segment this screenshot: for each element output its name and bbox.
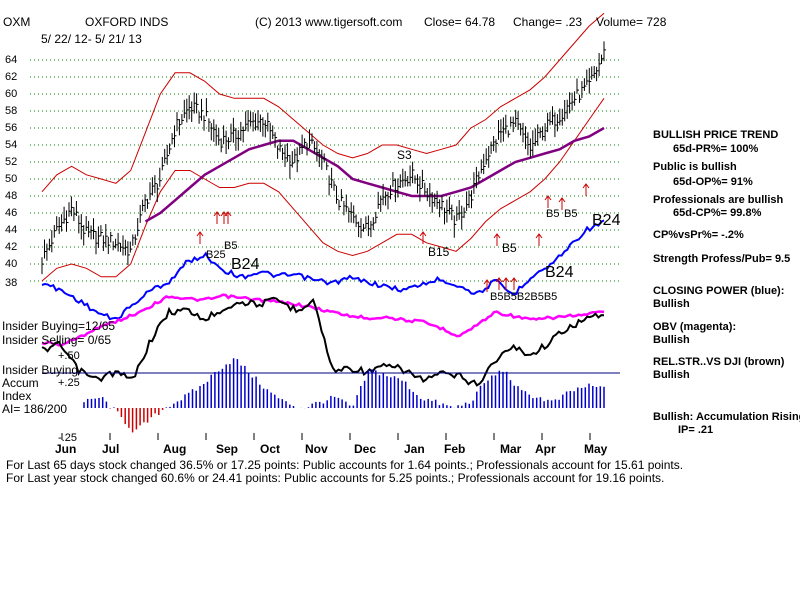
month-label: Jun: [55, 442, 77, 456]
price-bars: [41, 41, 606, 275]
closing-power-label: CLOSING POWER (blue):: [653, 285, 785, 297]
footer-line-65d: For Last 65 days stock changed 36.5% or …: [6, 458, 684, 472]
insider-buying-label: Insider Buying: [2, 363, 79, 377]
signal-arrow-head: [213, 211, 221, 217]
accumulation-price-line: [41, 296, 605, 387]
price-tick: 58: [5, 105, 18, 117]
plus50-label: +.50: [58, 350, 80, 362]
month-label: Aug: [163, 442, 187, 456]
price-tick: 56: [5, 122, 18, 134]
month-label: Apr: [535, 442, 556, 456]
month-label: Mar: [500, 442, 522, 456]
price-tick: 62: [5, 71, 18, 83]
footer-line-year: For Last year stock changed 60.6% or 24.…: [6, 471, 665, 485]
insider-selling-count: Insider Selling= 0/65: [2, 333, 112, 347]
price-tick: 52: [5, 156, 18, 168]
public-status: Public is bullish: [653, 161, 737, 173]
relstr-state: Bullish: [653, 369, 690, 381]
price-tick: 50: [5, 173, 18, 185]
plus25-label: +.25: [58, 377, 80, 389]
obv-label: OBV (magenta):: [653, 321, 737, 333]
signal-arrow-head: [535, 233, 543, 239]
strength-value: Strength Profess/Pub= 9.5: [653, 253, 791, 265]
signal-arrow-head: [502, 277, 510, 283]
accum-label: Accum: [2, 376, 39, 390]
signal-b24-may: B24: [592, 212, 621, 229]
accum-status: Bullish: Accumulation Rising: [653, 411, 800, 423]
month-label: Dec: [354, 442, 377, 456]
signal-arrow-head: [196, 231, 204, 237]
price-tick: 40: [5, 258, 18, 270]
signal-arrow-head: [493, 233, 501, 239]
signal-b25: B25: [206, 249, 226, 261]
price-tick: 64: [5, 54, 18, 66]
signal-b24-sep: B24: [231, 256, 260, 273]
price-tick: 42: [5, 241, 18, 253]
bollinger-bands: [41, 12, 605, 282]
signal-mar-cluster: B5B5B2B5B5: [490, 291, 558, 303]
obv-line: [41, 293, 605, 347]
closing-power-line: [41, 219, 605, 321]
moving-average-line: [144, 126, 605, 223]
copyright-label: (C) 2013 www.tigersoft.com: [255, 15, 403, 29]
cp-value: 65d-CP%= 99.8%: [673, 207, 762, 219]
price-tick: 46: [5, 207, 18, 219]
minus25-label: -.25: [58, 432, 77, 444]
volume-label: Volume= 728: [596, 15, 667, 29]
signal-b24-apr: B24: [545, 264, 574, 281]
price-tick: 60: [5, 88, 18, 100]
signal-b15: B15: [428, 245, 450, 259]
price-tick: 54: [5, 139, 18, 151]
pr-value: 65d-PR%= 100%: [673, 143, 759, 155]
index-label: Index: [2, 389, 32, 403]
signal-s3: S3: [397, 148, 412, 162]
ai-label: AI= 186/200: [2, 402, 68, 416]
ticker-label: OXM: [3, 15, 31, 29]
insider-buying-count: Insider Buying=12/65: [2, 319, 116, 333]
signal-arrows: [196, 183, 590, 292]
signal-arrow-head: [483, 279, 491, 285]
month-label: Sep: [216, 442, 239, 456]
price-tick: 44: [5, 224, 18, 236]
upper-band-line: [41, 12, 605, 193]
lower-band-line: [41, 98, 605, 282]
signal-b5-apr1: B5: [546, 208, 560, 220]
signal-arrow-head: [544, 195, 552, 201]
month-label: Nov: [305, 442, 328, 456]
signal-arrow-head: [558, 197, 566, 203]
price-tick: 48: [5, 190, 18, 202]
change-label: Change= .23: [513, 15, 583, 29]
price-tick: 38: [5, 277, 18, 289]
company-name: OXFORD INDS: [85, 15, 169, 29]
signal-arrow-head: [582, 183, 590, 189]
prof-status: Professionals are bullish: [653, 194, 784, 206]
signal-b5-mar: B5: [502, 241, 517, 255]
ip-value: IP= .21: [678, 424, 714, 436]
month-label: Feb: [444, 442, 466, 456]
signal-b5-apr2: B5: [564, 208, 578, 220]
signal-arrow-head: [224, 211, 232, 217]
closing-power-state: Bullish: [653, 298, 690, 310]
trend-title: BULLISH PRICE TREND: [653, 129, 779, 141]
signal-arrow-head: [495, 277, 503, 283]
relstr-label: REL.STR..VS DJI (brown): [653, 356, 785, 368]
obv-state: Bullish: [653, 334, 690, 346]
date-range: 5/ 22/ 12- 5/ 21/ 13: [41, 32, 142, 46]
op-value: 65d-OP%= 91%: [673, 176, 753, 188]
signal-b5-sep: B5: [224, 240, 238, 252]
close-label: Close= 64.78: [424, 15, 496, 29]
month-label: May: [584, 442, 608, 456]
month-label: Jul: [102, 442, 120, 456]
cpvspr-value: CP%vsPr%= -.2%: [653, 229, 744, 241]
month-label: Jan: [404, 442, 425, 456]
indicator-panel: [41, 219, 620, 433]
price-gridlines: [30, 59, 620, 440]
signal-arrow-head: [510, 277, 518, 283]
signal-arrow-head: [419, 231, 427, 237]
month-label: Oct: [260, 442, 281, 456]
